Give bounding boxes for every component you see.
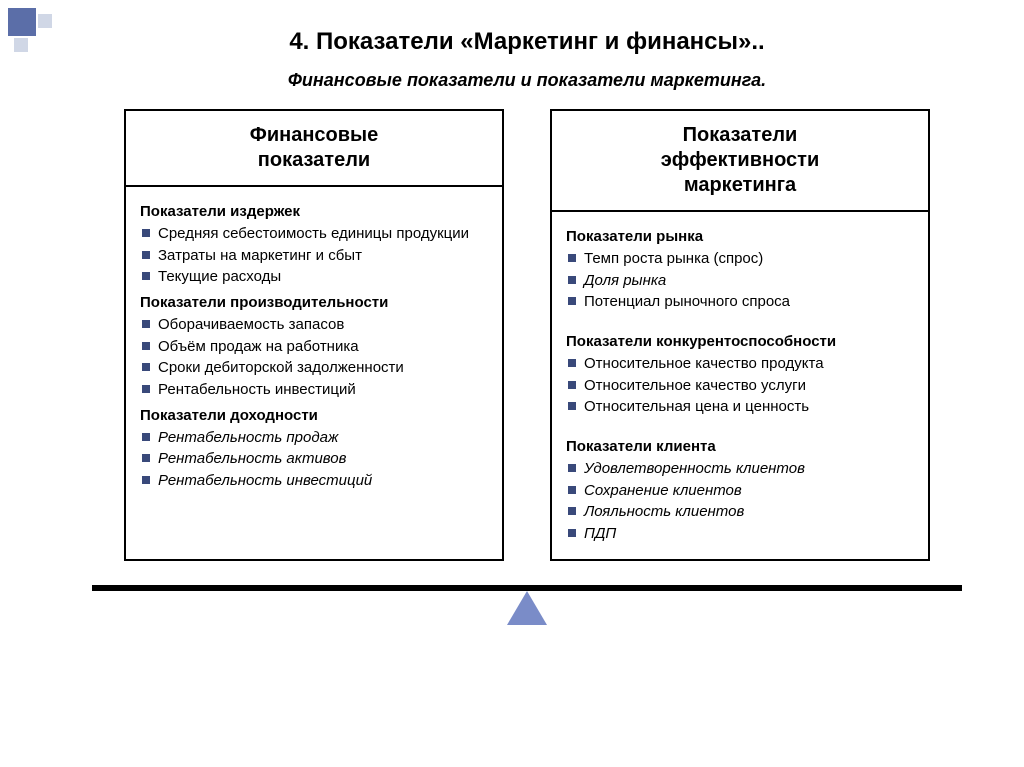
list-item: Лояльность клиентов xyxy=(568,501,914,523)
box-body: Показатели издержекСредняя себестоимость… xyxy=(126,187,502,506)
deco-square-small-bottom xyxy=(14,38,28,52)
group-title: Показатели конкурентоспособности xyxy=(566,331,914,353)
bullet-list: Оборачиваемость запасовОбъём продаж на р… xyxy=(142,314,488,401)
corner-decoration xyxy=(8,8,68,68)
list-item: Удовлетворенность клиентов xyxy=(568,458,914,480)
list-item: Доля рынка xyxy=(568,270,914,292)
bullet-list: Темп роста рынка (спрос)Доля рынкаПотенц… xyxy=(568,248,914,313)
group-title: Показатели клиента xyxy=(566,436,914,458)
list-item: Оборачиваемость запасов xyxy=(142,314,488,336)
balance-triangle-icon xyxy=(507,591,547,625)
group-title: Показатели рынка xyxy=(566,226,914,248)
list-item: Рентабельность инвестиций xyxy=(142,379,488,401)
bullet-list: Удовлетворенность клиентовСохранение кли… xyxy=(568,458,914,545)
page-title: 4. Показатели «Маркетинг и финансы».. xyxy=(80,28,974,56)
list-item: Рентабельность инвестиций xyxy=(142,470,488,492)
comparison-boxes: ФинансовыепоказателиПоказатели издержекС… xyxy=(80,109,974,561)
list-item: Относительное качество продукта xyxy=(568,353,914,375)
list-item: Рентабельность активов xyxy=(142,448,488,470)
list-item: Потенциал рыночного спроса xyxy=(568,291,914,313)
list-item: Сохранение клиентов xyxy=(568,480,914,502)
list-item: ПДП xyxy=(568,523,914,545)
list-item: Сроки дебиторской задолженности xyxy=(142,357,488,379)
list-item: Затраты на маркетинг и сбыт xyxy=(142,245,488,267)
bullet-list: Относительное качество продуктаОтносител… xyxy=(568,353,914,418)
group-title: Показатели доходности xyxy=(140,405,488,427)
bullet-list: Средняя себестоимость единицы продукцииЗ… xyxy=(142,223,488,288)
slide-content: 4. Показатели «Маркетинг и финансы».. Фи… xyxy=(0,0,1024,645)
balance-scale-graphic xyxy=(92,585,962,645)
group-title: Показатели производительности xyxy=(140,292,488,314)
comparison-box: ФинансовыепоказателиПоказатели издержекС… xyxy=(124,109,504,561)
list-item: Темп роста рынка (спрос) xyxy=(568,248,914,270)
page-subtitle: Финансовые показатели и показатели марке… xyxy=(80,70,974,91)
comparison-box: ПоказателиэффективностимаркетингаПоказат… xyxy=(550,109,930,561)
list-item: Средняя себестоимость единицы продукции xyxy=(142,223,488,245)
group-title: Показатели издержек xyxy=(140,201,488,223)
deco-square-small-right xyxy=(38,14,52,28)
box-header: Финансовыепоказатели xyxy=(126,111,502,187)
list-item: Объём продаж на работника xyxy=(142,336,488,358)
list-item: Относительная цена и ценность xyxy=(568,396,914,418)
list-item: Относительное качество услуги xyxy=(568,375,914,397)
list-item: Текущие расходы xyxy=(142,266,488,288)
bullet-list: Рентабельность продажРентабельность акти… xyxy=(142,427,488,492)
box-body: Показатели рынкаТемп роста рынка (спрос)… xyxy=(552,212,928,559)
box-header: Показателиэффективностимаркетинга xyxy=(552,111,928,212)
deco-square-large xyxy=(8,8,36,36)
list-item: Рентабельность продаж xyxy=(142,427,488,449)
